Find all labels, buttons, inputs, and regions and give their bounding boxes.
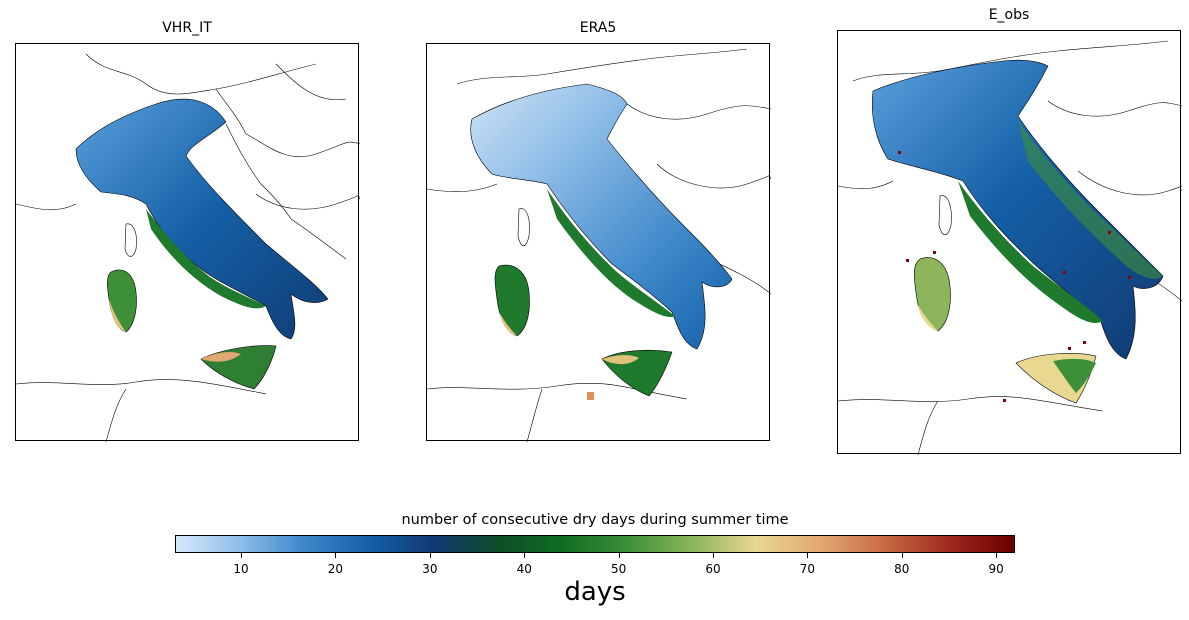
country-borders: [838, 40, 1182, 455]
colorbar-tick-label: 20: [327, 562, 344, 576]
colorbar-tick-label: 70: [799, 562, 815, 576]
colorbar-tick: [807, 553, 809, 558]
corsica: [124, 223, 137, 257]
colorbar: [175, 535, 1015, 553]
sardinia: [107, 269, 137, 333]
colorbar-title: number of consecutive dry days during su…: [401, 512, 789, 528]
colorbar-tick: [429, 553, 431, 558]
italy-mainland: [470, 83, 733, 350]
colorbar-tick-label: 10: [233, 562, 249, 576]
sicily: [200, 345, 277, 390]
colorbar-tick-label: 30: [422, 562, 438, 576]
colorbar-tick: [241, 553, 243, 558]
colorbar-tick: [712, 553, 714, 558]
adriatic-coast: [225, 123, 347, 260]
sardinia: [494, 264, 530, 337]
colorbar-tick: [901, 553, 903, 558]
corsica: [517, 208, 530, 247]
sardinia-south-tan: [109, 299, 126, 332]
colorbar-tick-label: 90: [988, 562, 1004, 576]
panel-title-e-obs: E_obs: [988, 7, 1030, 23]
colorbar-tick-label: 80: [894, 562, 910, 576]
map-vhr-it: [16, 53, 360, 442]
map-panel-e-obs: [837, 30, 1182, 455]
map-panel-vhr-it: [15, 43, 360, 442]
sardinia: [913, 257, 951, 332]
sicily-west-tan: [201, 351, 241, 362]
italy-mainland: [872, 59, 1164, 360]
italy-adriatic-green: [1018, 121, 1163, 279]
italy-west-coast-green: [958, 181, 1103, 324]
red-coastal-pixels: [898, 151, 1131, 402]
corsica: [938, 195, 952, 236]
country-borders: [16, 53, 360, 442]
colorbar-tick: [335, 553, 337, 558]
map-e-obs: [838, 40, 1182, 455]
sicily-west-tan: [602, 355, 639, 365]
colorbar-tick: [618, 553, 620, 558]
colorbar-tick-label: 60: [705, 562, 721, 576]
colorbar-tick-label: 50: [610, 562, 627, 576]
panel-title-vhr-it: VHR_IT: [162, 20, 212, 36]
colorbar-tick-label: 40: [516, 562, 532, 576]
map-panel-era5: [426, 43, 771, 442]
colorbar-tick: [996, 553, 998, 558]
map-era5: [427, 48, 771, 442]
island-pixel: [587, 392, 594, 400]
sicily-east-green: [1053, 358, 1096, 393]
panel-title-era5: ERA5: [579, 20, 617, 36]
italy-mainland: [75, 98, 329, 340]
colorbar-units: days: [564, 577, 626, 607]
colorbar-tick: [524, 553, 526, 558]
